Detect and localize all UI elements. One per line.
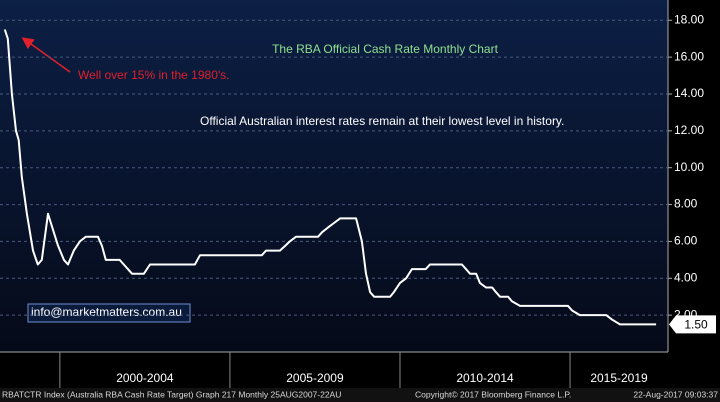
annotation: Official Australian interest rates remai… bbox=[200, 114, 564, 128]
watermark: info@marketmatters.com.au bbox=[31, 305, 182, 319]
footer-bar bbox=[0, 388, 720, 402]
chart-title: The RBA Official Cash Rate Monthly Chart bbox=[272, 42, 499, 56]
last-value-pointer bbox=[669, 315, 716, 334]
footer-right: 22-Aug-2017 09:03:37 bbox=[633, 389, 718, 399]
y-tick-label: 4.00 bbox=[674, 270, 698, 284]
last-value-label: 1.50 bbox=[684, 318, 708, 332]
x-tick-label: 2010-2014 bbox=[456, 371, 514, 385]
x-tick-label: 2015-2019 bbox=[590, 371, 648, 385]
footer-left: RBATCTR Index (Australia RBA Cash Rate T… bbox=[2, 389, 341, 399]
y-tick-label: 16.00 bbox=[674, 49, 704, 63]
y-tick-label: 6.00 bbox=[674, 234, 698, 248]
x-axis-strip bbox=[0, 352, 668, 388]
y-tick-label: 8.00 bbox=[674, 197, 698, 211]
y-tick-label: 18.00 bbox=[674, 12, 704, 26]
annotation-arrow bbox=[21, 37, 71, 73]
x-tick-label: 2005-2009 bbox=[286, 371, 344, 385]
footer-center: Copyright© 2017 Bloomberg Finance L.P. bbox=[415, 389, 571, 399]
series-line bbox=[3, 29, 657, 326]
y-tick-label: 10.00 bbox=[674, 160, 704, 174]
plot-area bbox=[0, 0, 668, 352]
x-tick-label: 2000-2004 bbox=[116, 371, 174, 385]
y-tick-label: 12.00 bbox=[674, 123, 704, 137]
annotation: Well over 15% in the 1980's. bbox=[78, 68, 230, 82]
watermark-box bbox=[27, 303, 191, 323]
y-tick-label: 14.00 bbox=[674, 86, 704, 100]
